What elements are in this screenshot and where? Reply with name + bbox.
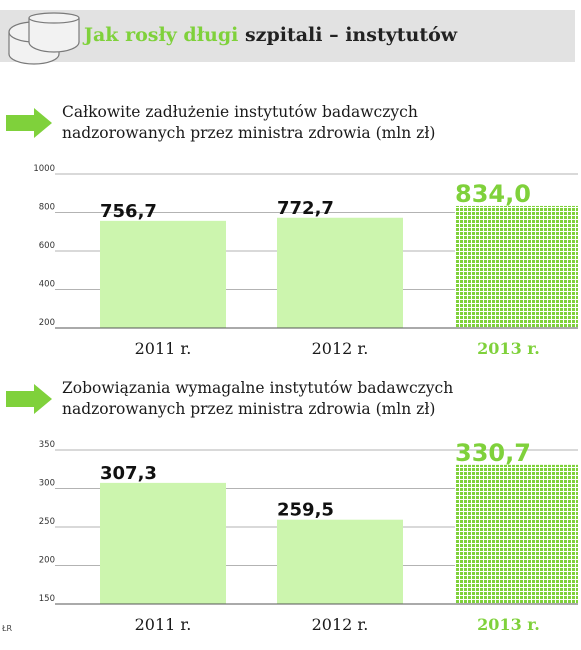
arrow-icon [6,108,52,138]
y-tick-label: 200 [39,556,55,566]
data-label: 330,7 [455,439,531,467]
y-tick-label: 250 [39,517,55,527]
y-tick-label: 350 [39,440,55,450]
arrow-icon [6,384,52,414]
bar [455,205,578,328]
bar [100,220,226,328]
source-mark: ŁR [2,624,13,633]
title-bar: Jak rosły długi szpitali – instytutów [0,10,575,65]
category-label: 2013 r. [477,339,540,358]
coins-icon [8,12,80,65]
bar [455,464,578,604]
page-title: Jak rosły długi szpitali – instytutów [84,24,457,46]
category-label: 2011 r. [135,615,192,634]
y-tick-label: 300 [39,479,55,489]
category-label: 2011 r. [135,339,192,358]
category-label: 2013 r. [477,615,540,634]
chart-1-title: Całkowite zadłużenie instytutów badawczy… [62,103,436,142]
bar [100,482,226,604]
chart-due-liabilities: 150 200 250 300 350 307,3 2011 r. 259,5 2012 r. 3… [39,439,578,634]
bar [277,217,403,328]
y-tick-label: 150 [39,594,55,604]
title-dark-part: szpitali – instytutów [244,24,458,46]
category-label: 2012 r. [312,615,369,634]
data-label: 772,7 [277,198,334,219]
y-tick-label: 1000 [33,164,55,174]
chart-total-debt: 200 400 600 800 1000 756,7 2011 r. 772,7 2012 r.… [33,164,578,358]
y-tick-label: 600 [39,241,55,251]
y-tick-label: 200 [39,318,55,328]
category-label: 2012 r. [312,339,369,358]
data-label: 756,7 [100,201,157,222]
chart-2-title: Zobowiązania wymagalne instytutów badawc… [62,379,454,418]
title-green-part: Jak rosły długi [84,24,239,46]
data-label: 259,5 [277,500,334,521]
y-tick-label: 800 [39,203,55,213]
y-tick-label: 400 [39,280,55,290]
data-label: 307,3 [100,463,157,484]
data-label: 834,0 [455,180,531,208]
bar [277,519,403,604]
